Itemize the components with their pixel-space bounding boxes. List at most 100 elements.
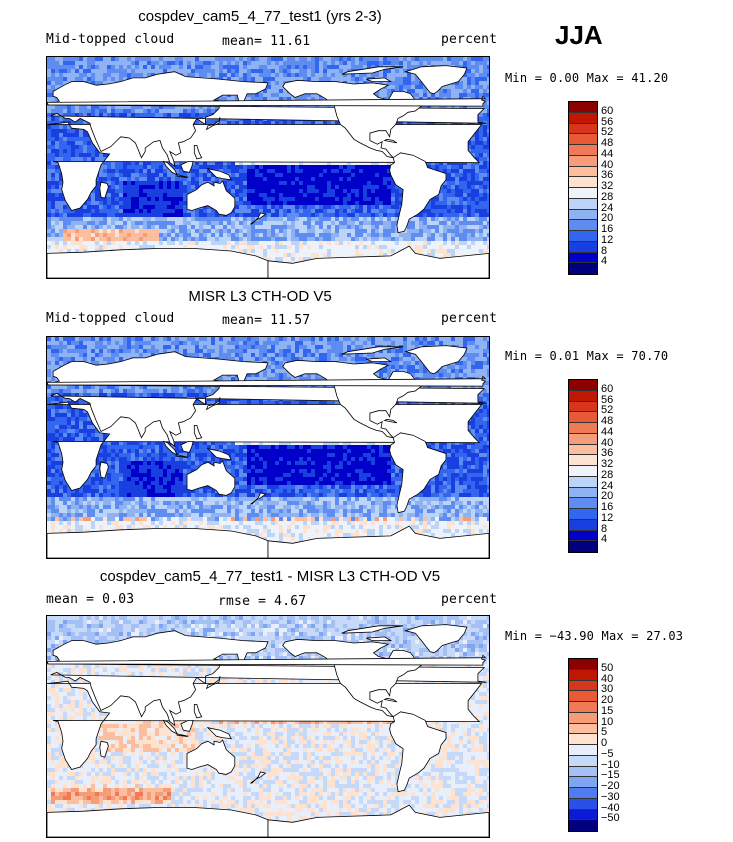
map-cell: [203, 65, 207, 69]
map-cell: [187, 105, 191, 109]
map-cell: [459, 185, 463, 189]
map-cell: [283, 65, 287, 69]
map-cell: [479, 137, 483, 141]
map-cell: [423, 85, 427, 89]
map-cell: [131, 217, 135, 221]
map-cell: [211, 209, 215, 213]
map-cell: [235, 169, 239, 173]
map-cell: [467, 165, 471, 169]
map-cell: [275, 177, 279, 181]
map-cell: [259, 177, 263, 181]
map-cell: [307, 161, 311, 165]
map-cell: [147, 209, 151, 213]
map-cell: [55, 185, 59, 189]
map-cell: [475, 217, 479, 221]
map-cell: [55, 121, 59, 125]
map-cell: [403, 69, 407, 73]
map-cell: [223, 233, 227, 237]
map-cell: [239, 225, 243, 229]
map-cell: [175, 113, 179, 117]
map-cell: [51, 81, 55, 85]
map-cell: [75, 61, 79, 65]
map-cell: [215, 105, 219, 109]
map-cell: [467, 181, 471, 185]
map-cell: [119, 193, 123, 197]
map-cell: [487, 201, 489, 205]
map-cell: [475, 153, 479, 157]
map-cell: [159, 197, 163, 201]
map-cell: [115, 189, 119, 193]
map-cell: [135, 181, 139, 185]
map-cell: [379, 221, 383, 225]
map-cell: [223, 217, 227, 221]
map-cell: [467, 81, 471, 85]
map-cell: [263, 209, 267, 213]
map-cell: [407, 73, 411, 77]
map-cell: [59, 209, 63, 213]
map-cell: [383, 217, 387, 221]
map-cell: [143, 229, 147, 233]
map-cell: [463, 65, 467, 69]
map-cell: [455, 205, 459, 209]
map-cell: [439, 121, 443, 125]
map-cell: [79, 77, 83, 81]
map-cell: [407, 57, 411, 61]
map-cell: [239, 65, 243, 69]
map-cell: [443, 165, 447, 169]
map-cell: [367, 169, 371, 173]
map-cell: [219, 165, 223, 169]
map-cell: [319, 57, 323, 61]
map-cell: [123, 189, 127, 193]
map-cell: [367, 181, 371, 185]
map-cell: [267, 181, 271, 185]
map-cell: [91, 145, 95, 149]
map-cell: [363, 169, 367, 173]
map-cell: [151, 61, 155, 65]
map-cell: [75, 113, 79, 117]
map-cell: [443, 213, 447, 217]
map-cell: [51, 221, 55, 225]
map-cell: [459, 229, 463, 233]
map-cell: [271, 189, 275, 193]
map-cell: [123, 109, 127, 113]
map-cell: [391, 161, 395, 165]
map-cell: [143, 161, 147, 165]
map-cell: [187, 225, 191, 229]
map-cell: [135, 205, 139, 209]
map-cell: [283, 225, 287, 229]
map-cell: [487, 69, 489, 73]
map-cell: [331, 193, 335, 197]
map-cell: [331, 201, 335, 205]
map-cell: [187, 185, 191, 189]
map-cell: [55, 141, 59, 145]
map-cell: [191, 109, 195, 113]
map-cell: [483, 205, 487, 209]
map-cell: [227, 73, 231, 77]
map-cell: [315, 177, 319, 181]
map-cell: [479, 201, 483, 205]
map-cell: [367, 225, 371, 229]
map-cell: [463, 185, 467, 189]
map-cell: [271, 93, 275, 97]
map-cell: [55, 69, 59, 73]
map-cell: [219, 65, 223, 69]
map-cell: [135, 189, 139, 193]
map-cell: [259, 217, 263, 221]
map-cell: [479, 153, 483, 157]
map-cell: [55, 165, 59, 169]
map-cell: [239, 57, 243, 61]
map-cell: [227, 97, 231, 101]
map-cell: [139, 193, 143, 197]
panel-1-map-svg: [47, 57, 489, 278]
map-cell: [415, 229, 419, 233]
map-cell: [59, 117, 63, 121]
map-cell: [439, 61, 443, 65]
map-cell: [343, 229, 347, 233]
map-cell: [323, 217, 327, 221]
map-cell: [439, 233, 443, 237]
map-cell: [163, 69, 167, 73]
map-cell: [455, 177, 459, 181]
map-cell: [111, 173, 115, 177]
map-cell: [243, 181, 247, 185]
map-cell: [259, 61, 263, 65]
